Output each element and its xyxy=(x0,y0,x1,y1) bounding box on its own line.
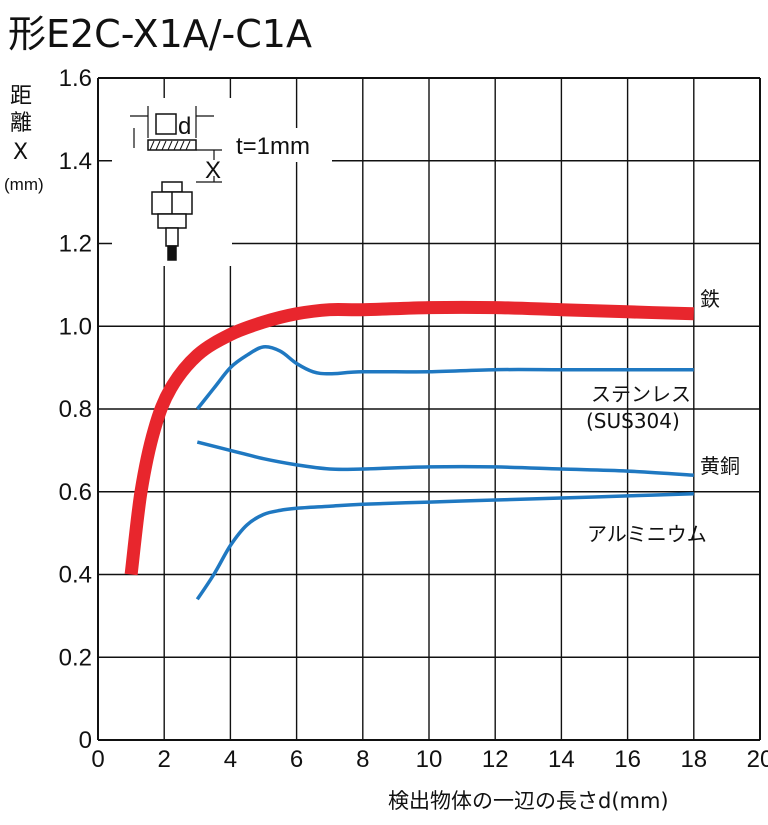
inset-note: t=1mm xyxy=(236,133,310,160)
ticks: 0 2 4 6 8 10 12 14 16 18 20 0 0.2 0.4 0.6 0.8 1.0 1.2 1.4 1… xyxy=(59,65,768,773)
square-d-icon xyxy=(155,113,177,135)
series-label-iron: 鉄 xyxy=(700,287,720,311)
d-label: d xyxy=(178,113,191,140)
y-axis-label: 距 離 X (mm) xyxy=(4,84,44,194)
x-tick-label: 12 xyxy=(482,746,509,773)
series-label-stainless-line-1: ステンレス xyxy=(591,382,691,406)
sensor-inset: d X t=1mm xyxy=(112,98,332,266)
grid xyxy=(97,77,761,741)
series-line-brass xyxy=(196,440,694,477)
y-tick-label: 1.6 xyxy=(59,65,92,92)
y-tick-label: 1.4 xyxy=(59,148,92,175)
series-label-aluminum: アルミニウム xyxy=(587,522,707,546)
x-distance-label: X xyxy=(205,157,221,184)
x-tick-label: 20 xyxy=(747,746,768,773)
sensor-icon xyxy=(151,181,193,261)
x-tick-label: 4 xyxy=(224,746,237,773)
series-line-aluminum xyxy=(195,492,694,601)
inset-note-background xyxy=(232,128,332,162)
x-tick-label: 18 xyxy=(680,746,707,773)
series-label-stainless-line-2: (SUS304) xyxy=(586,409,680,433)
x-tick-label: 0 xyxy=(91,746,104,773)
x-tick-label: 6 xyxy=(290,746,303,773)
y-tick-label: 0.4 xyxy=(59,562,92,589)
curves xyxy=(124,300,694,601)
plate-hatch-icon xyxy=(149,140,191,151)
x-tick-label: 10 xyxy=(416,746,443,773)
y-tick-label: 0.8 xyxy=(59,396,92,423)
y-axis-label-line-1: 距 xyxy=(10,84,32,109)
y-axis-label-line-4: (mm) xyxy=(4,175,44,194)
x-axis-label: 検出物体の一辺の長さd(mm) xyxy=(388,789,669,813)
x-tick-label: 8 xyxy=(356,746,369,773)
y-axis-label-line-2: 離 xyxy=(10,111,32,136)
x-tick-label: 14 xyxy=(548,746,575,773)
target-plate-icon xyxy=(147,139,197,151)
y-tick-label: 0.6 xyxy=(59,479,92,506)
x-tick-label: 2 xyxy=(158,746,171,773)
y-tick-label: 1.2 xyxy=(59,231,92,258)
series-line-iron xyxy=(124,300,694,576)
chart-title: 形E2C-X1A/-C1A xyxy=(8,12,312,56)
y-axis-label-line-3: X xyxy=(13,140,28,165)
y-tick-label: 1.0 xyxy=(59,313,92,340)
series-label-brass: 黄銅 xyxy=(700,454,740,478)
series-line-stainless xyxy=(195,345,694,411)
y-tick-label: 0 xyxy=(79,727,92,754)
y-tick-label: 0.2 xyxy=(59,644,92,671)
x-tick-label: 16 xyxy=(614,746,641,773)
